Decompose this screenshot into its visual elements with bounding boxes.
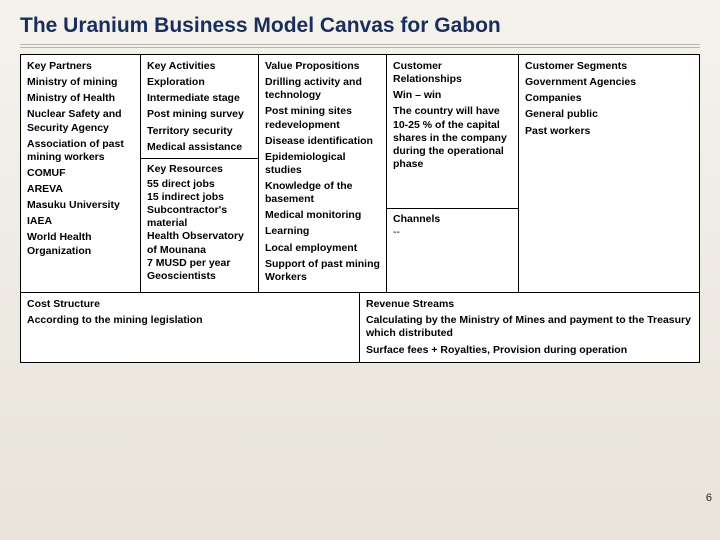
channels-heading: Channels [387, 208, 518, 226]
kp-item: Ministry of Health [27, 92, 134, 105]
rs-line: Calculating by the Ministry of Mines and… [366, 314, 693, 340]
customer-relationships-heading: Customer Relationships [393, 60, 512, 86]
cs-item: Companies [525, 92, 637, 105]
key-resources-heading: Key Resources [141, 158, 258, 178]
customer-segments-heading: Customer Segments [525, 60, 637, 73]
kr-line: Subcontractor's material [147, 204, 252, 230]
kr-line: 15 indirect jobs [147, 191, 252, 204]
kp-item: Association of past mining workers [27, 138, 134, 164]
kr-line: 55 direct jobs [147, 178, 252, 191]
kp-item: Masuku University [27, 199, 134, 212]
vp-item: Post mining sites redevelopment [265, 105, 380, 131]
kr-line: Health Observatory of Mounana [147, 230, 252, 256]
ka-item: Territory security [147, 125, 252, 138]
revenue-streams-column: Revenue Streams Calculating by the Minis… [360, 293, 699, 363]
kp-item: World Health Organization [27, 231, 134, 257]
ka-item: Medical assistance [147, 141, 252, 154]
vp-item: Epidemiological studies [265, 151, 380, 177]
cost-structure-column: Cost Structure According to the mining l… [21, 293, 360, 363]
page-title: The Uranium Business Model Canvas for Ga… [20, 14, 700, 38]
cr-item: The country will have 10-25 % of the cap… [393, 105, 512, 171]
cs-item: Past workers [525, 125, 637, 138]
vp-item: Disease identification [265, 135, 380, 148]
business-model-canvas: Key Partners Ministry of mining Ministry… [20, 54, 700, 363]
ka-item: Post mining survey [147, 108, 252, 121]
ka-item: Exploration [147, 76, 252, 89]
vp-item: Drilling activity and technology [265, 76, 380, 102]
value-propositions-column: Value Propositions Drilling activity and… [259, 55, 387, 292]
kp-item: COMUF [27, 167, 134, 180]
cost-structure-heading: Cost Structure [27, 298, 353, 311]
vp-item: Support of past mining Workers [265, 258, 380, 284]
kr-line: 7 MUSD per year [147, 257, 252, 270]
divider-2 [20, 47, 700, 48]
vp-item: Knowledge of the basement [265, 180, 380, 206]
cr-item: Win – win [393, 89, 512, 102]
rs-line: Surface fees + Royalties, Provision duri… [366, 344, 693, 357]
divider-1 [20, 44, 700, 45]
vp-item: Medical monitoring [265, 209, 380, 222]
canvas-lower: Cost Structure According to the mining l… [21, 293, 699, 363]
cs-item: General public [525, 108, 637, 121]
channels-text: -- [393, 226, 512, 239]
customer-relationships-column: Customer Relationships Win – win The cou… [387, 55, 519, 292]
customer-segments-column: Customer Segments Government Agencies Co… [519, 55, 643, 292]
key-resources-content: 55 direct jobs 15 indirect jobs Subcontr… [147, 178, 252, 283]
kp-item: Ministry of mining [27, 76, 134, 89]
kr-line: Geoscientists [147, 270, 252, 283]
canvas-upper: Key Partners Ministry of mining Ministry… [21, 55, 699, 293]
kp-item: Nuclear Safety and Security Agency [27, 108, 134, 134]
cost-structure-text: According to the mining legislation [27, 314, 353, 327]
cs-item: Government Agencies [525, 76, 637, 89]
value-propositions-heading: Value Propositions [265, 60, 380, 73]
key-partners-column: Key Partners Ministry of mining Ministry… [21, 55, 141, 292]
ka-item: Intermediate stage [147, 92, 252, 105]
vp-item: Learning [265, 225, 380, 238]
kp-item: IAEA [27, 215, 134, 228]
vp-item: Local employment [265, 242, 380, 255]
key-activities-heading: Key Activities [147, 60, 252, 73]
page-number: 6 [706, 492, 712, 504]
key-activities-column: Key Activities Exploration Intermediate … [141, 55, 259, 292]
key-partners-heading: Key Partners [27, 60, 134, 73]
kp-item: AREVA [27, 183, 134, 196]
revenue-streams-heading: Revenue Streams [366, 298, 693, 311]
